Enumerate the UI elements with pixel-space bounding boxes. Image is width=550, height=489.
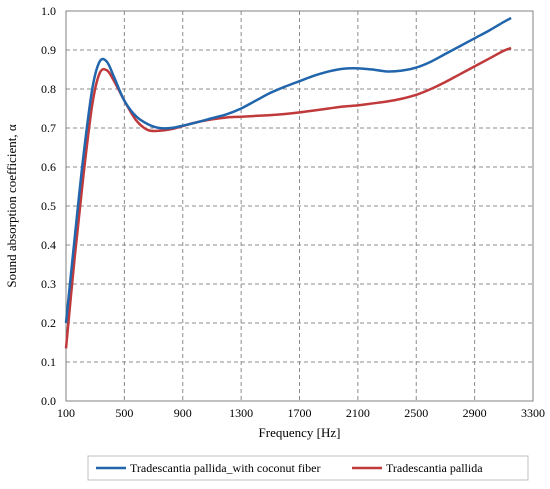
y-tick-label: 0.4 — [41, 238, 56, 252]
series-line-1 — [64, 46, 512, 349]
y-tick-label: 0.2 — [41, 316, 56, 330]
legend-label-series-1: Tradescantia pallida — [386, 461, 483, 475]
x-tick-label: 900 — [174, 406, 192, 420]
plot-frame — [65, 10, 534, 402]
legend-box — [87, 455, 529, 481]
y-tick-label: 0.7 — [41, 121, 56, 135]
x-tick-label: 100 — [57, 406, 75, 420]
grid-layer — [66, 11, 533, 401]
x-tick-label: 500 — [115, 406, 133, 420]
legend: Tradescantia pallida_with coconut fiber … — [87, 455, 529, 481]
y-axis-title: Sound absorption coefficient, α — [4, 124, 19, 287]
y-tick-label: 0.0 — [41, 394, 56, 408]
y-tick-label: 0.1 — [41, 355, 56, 369]
legend-label-series-0: Tradescantia pallida_with coconut fiber — [130, 461, 321, 475]
x-axis-title: Frequency [Hz] — [259, 425, 341, 440]
x-tick-label: 1700 — [288, 406, 312, 420]
y-tick-label: 0.5 — [41, 199, 56, 213]
y-tick-label: 0.8 — [41, 82, 56, 96]
x-tick-label: 2900 — [463, 406, 487, 420]
y-tick-label: 0.3 — [41, 277, 56, 291]
tick-layer: 100 500 900 1300 1700 2100 2500 2900 3300 0.0 0.1 0… — [41, 4, 545, 420]
y-tick-label: 0.6 — [41, 160, 56, 174]
series-layer — [64, 16, 512, 349]
y-tick-label: 0.9 — [41, 43, 56, 57]
x-tick-label: 2100 — [346, 406, 370, 420]
y-tick-label: 1.0 — [41, 4, 56, 18]
x-tick-label: 2500 — [404, 406, 428, 420]
x-tick-label: 1300 — [229, 406, 253, 420]
x-tick-label: 3300 — [521, 406, 545, 420]
series-line-0 — [64, 16, 512, 324]
